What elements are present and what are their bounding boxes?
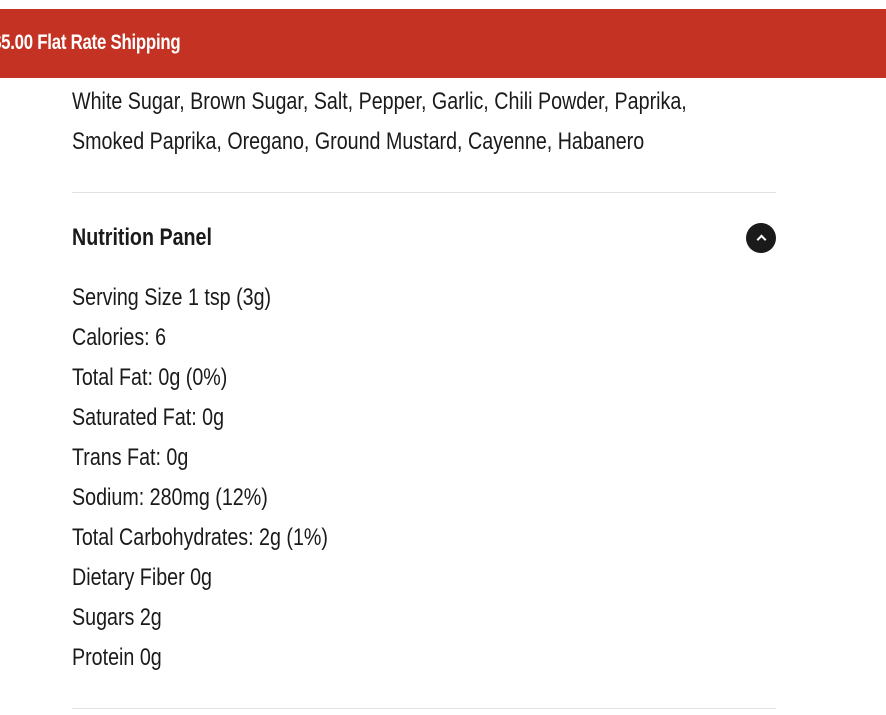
divider: [72, 192, 776, 193]
ingredients-text: White Sugar, Brown Sugar, Salt, Pepper, …: [72, 82, 687, 162]
ingredients-line: Smoked Paprika, Oregano, Ground Mustard,…: [72, 128, 645, 155]
nutrition-item: Total Carbohydrates: 2g (1%): [72, 524, 328, 551]
nutrition-item: Protein 0g: [72, 644, 162, 671]
nutrition-item: Dietary Fiber 0g: [72, 564, 213, 591]
nutrition-item: Saturated Fat: 0g: [72, 404, 225, 431]
nutrition-item: Total Fat: 0g (0%): [72, 364, 228, 391]
nutrition-item: Sodium: 280mg (12%): [72, 484, 268, 511]
nutrition-item: Calories: 6: [72, 324, 167, 351]
shipping-banner: $5.00 Flat Rate Shipping: [0, 9, 886, 78]
shipping-banner-text: $5.00 Flat Rate Shipping: [0, 31, 181, 54]
divider: [72, 708, 776, 709]
nutrition-panel-toggle[interactable]: [746, 223, 776, 253]
nutrition-item: Sugars 2g: [72, 604, 162, 631]
nutrition-panel-title[interactable]: Nutrition Panel: [72, 224, 212, 251]
ingredients-line: White Sugar, Brown Sugar, Salt, Pepper, …: [72, 88, 687, 115]
nutrition-item: Serving Size 1 tsp (3g): [72, 284, 272, 311]
nutrition-list: Serving Size 1 tsp (3g) Calories: 6 Tota…: [72, 278, 328, 678]
chevron-up-icon: [756, 234, 767, 245]
nutrition-item: Trans Fat: 0g: [72, 444, 189, 471]
